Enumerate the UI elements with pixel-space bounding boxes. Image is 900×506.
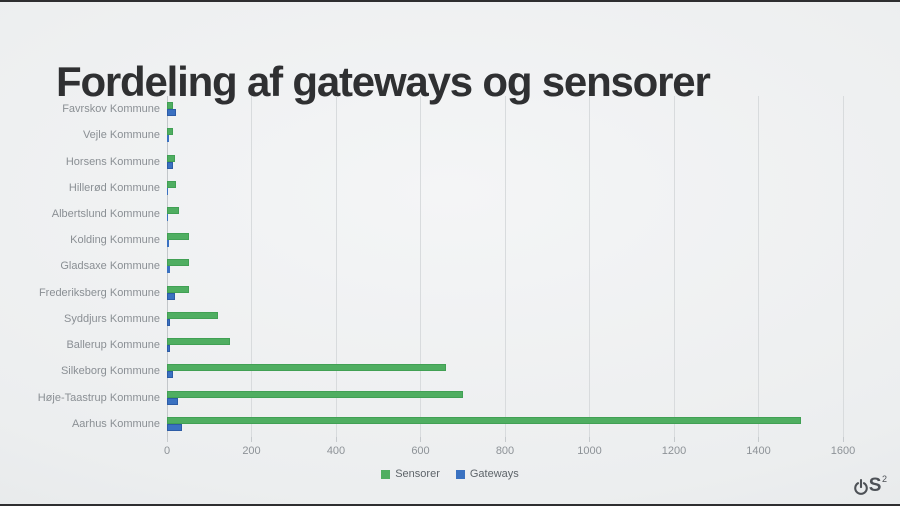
category-row: Horsens Kommune [0, 148, 900, 174]
x-gridline [589, 96, 590, 437]
x-axis-tick [251, 437, 252, 442]
x-tick-label: 1000 [577, 445, 602, 457]
category-label: Aarhus Kommune [71, 417, 160, 430]
logo-letter: S [868, 475, 882, 496]
chart-title: Fordeling af gateways og sensorer [56, 58, 711, 106]
sensor-bar [167, 207, 179, 215]
category-label: Høje-Taastrup Kommune [37, 391, 160, 404]
x-axis-tick [758, 437, 759, 442]
category-row: Favrskov Kommune [0, 96, 900, 122]
gateway-bar [167, 214, 169, 222]
category-row: Vejle Kommune [0, 122, 900, 148]
gateway-bar [167, 135, 169, 143]
os2-logo: S 2 [853, 474, 887, 497]
x-axis-tick [420, 437, 421, 442]
category-label: Silkeborg Kommune [60, 365, 160, 378]
x-tick-label: 1600 [830, 445, 856, 457]
category-row: Albertslund Kommune [0, 201, 900, 227]
x-tick-label: 0 [163, 445, 171, 457]
category-row: Kolding Kommune [0, 227, 900, 253]
sensor-bar [167, 259, 189, 267]
category-label: Albertslund Kommune [51, 208, 160, 221]
legend-swatch [381, 469, 391, 479]
gateway-bar [167, 266, 170, 274]
x-axis-tick [335, 437, 337, 442]
gateway-bar [167, 371, 174, 379]
gateway-bar [167, 240, 170, 248]
x-tick-label: 600 [411, 445, 430, 457]
legend-item: Sensorer [381, 468, 440, 480]
category-label: Horsens Kommune [65, 155, 160, 168]
gateway-bar [167, 318, 171, 326]
x-axis-tick [589, 437, 590, 442]
category-row: Gladsaxe Kommune [0, 253, 900, 279]
sensor-bar [167, 154, 176, 162]
x-axis-tick [673, 437, 675, 442]
sensor-bar [167, 285, 189, 293]
category-label: Frederiksberg Kommune [38, 286, 160, 299]
category-row: Silkeborg Kommune [0, 358, 900, 384]
x-gridline [420, 96, 421, 437]
x-tick-label: 1400 [746, 445, 771, 457]
x-gridline [673, 96, 675, 437]
legend-label: Sensorer [395, 468, 440, 480]
sensor-bar [167, 364, 446, 372]
category-row: Aarhus Kommune [0, 411, 900, 437]
slide-top-border [0, 0, 900, 2]
gateway-bar [167, 423, 182, 431]
gateway-bar [167, 161, 174, 169]
x-tick-label: 800 [495, 445, 515, 457]
legend-item: Gateways [455, 468, 519, 480]
x-axis-tick [504, 437, 506, 442]
sensor-bar [167, 180, 177, 188]
gateway-bar [167, 292, 176, 300]
x-gridline [335, 96, 337, 437]
gateway-bar [167, 345, 171, 353]
logo-superscript: 2 [881, 474, 887, 484]
sensor-bar [167, 233, 189, 241]
x-axis-tick [842, 437, 844, 442]
x-tick-label: 400 [326, 445, 346, 457]
sensor-bar [167, 416, 801, 424]
legend-swatch [455, 469, 465, 479]
category-row: Syddjurs Kommune [0, 306, 900, 332]
x-tick-label: 1200 [661, 445, 687, 457]
legend-label: Gateways [469, 468, 519, 480]
sensor-bar [167, 390, 463, 398]
x-gridline [758, 96, 759, 437]
sensor-bar [167, 311, 218, 319]
category-label: Hillerød Kommune [68, 181, 160, 194]
x-axis-tick [166, 437, 168, 442]
category-row: Hillerød Kommune [0, 175, 900, 201]
slide-bottom-border [0, 504, 900, 506]
category-label: Favrskov Kommune [62, 103, 160, 116]
category-label: Syddjurs Kommune [64, 312, 160, 325]
category-label: Ballerup Kommune [66, 339, 160, 352]
category-row: Ballerup Kommune [0, 332, 900, 358]
category-row: Høje-Taastrup Kommune [0, 385, 900, 411]
sensor-bar [167, 338, 231, 346]
category-label: Gladsaxe Kommune [60, 260, 160, 273]
x-gridline [504, 96, 506, 437]
power-icon [853, 476, 869, 497]
sensor-bar [167, 128, 173, 136]
gateway-bar [167, 397, 178, 405]
x-gridline [842, 96, 844, 437]
chart-legend: Sensorer Gateways [0, 468, 900, 480]
category-label: Kolding Kommune [70, 234, 160, 247]
category-label: Vejle Kommune [82, 129, 160, 142]
gateway-bar [167, 109, 176, 117]
category-row: Frederiksberg Kommune [0, 280, 900, 306]
sensor-bar [167, 102, 174, 110]
x-tick-label: 200 [242, 445, 261, 457]
x-gridline [251, 96, 252, 437]
